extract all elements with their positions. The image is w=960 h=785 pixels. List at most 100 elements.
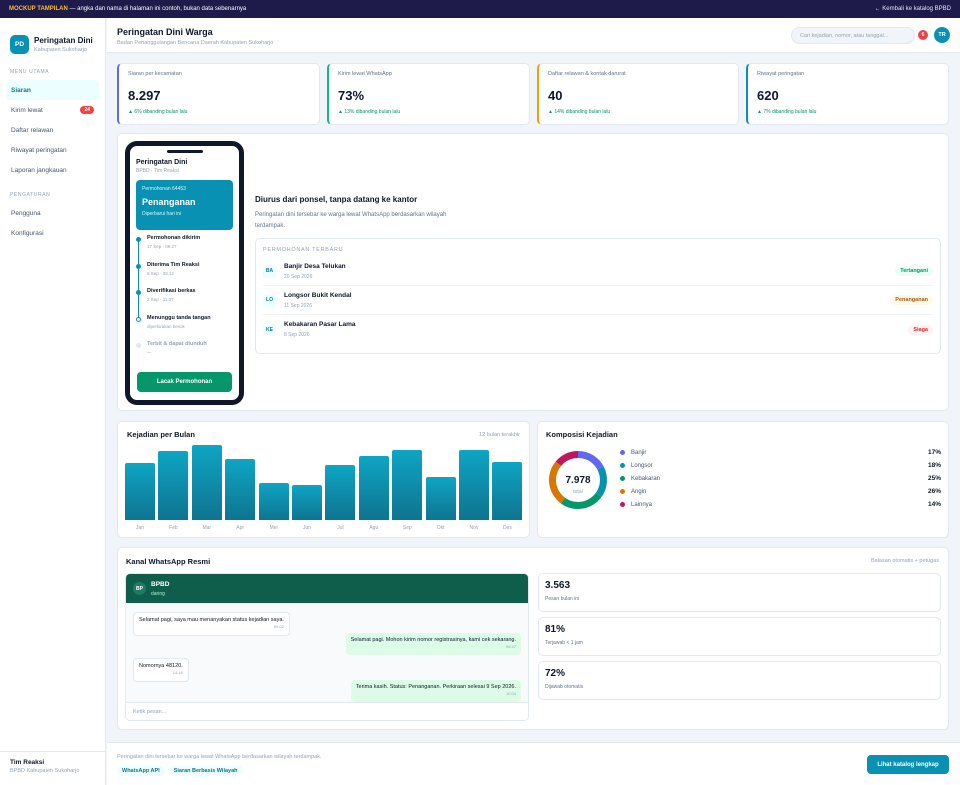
bar-mar[interactable] (191, 445, 222, 520)
user-panel[interactable]: Tim Reaksi BPBD Kabupaten Sukoharjo (0, 751, 106, 785)
bar-nov[interactable] (459, 450, 489, 520)
request-row[interactable]: KE Kebakaran Pasar Lama 8 Sep 2026 Siaga (263, 315, 933, 344)
legend-label: Lainnya (631, 501, 653, 508)
incident-icon: BA (263, 264, 276, 278)
status-badge: Penanganan (890, 295, 933, 305)
brand[interactable]: PD Peringatan Dini Kabupaten Sukoharjo (0, 18, 105, 60)
request-row[interactable]: LO Longsor Bukit Kendal 11 Sep 2026 Penan… (263, 286, 933, 315)
x-tick-label: Agu (369, 525, 379, 531)
message-text: Nomornya 48120. (139, 663, 183, 669)
legend-item: Angin 26% (620, 485, 941, 498)
step-pending-icon (136, 343, 141, 348)
bar-jun[interactable] (292, 484, 322, 520)
track-request-button[interactable]: Lacak Permohonan (137, 372, 232, 392)
bar-jan[interactable] (125, 463, 155, 520)
bar-mei[interactable] (258, 483, 289, 520)
metric-label: Terjawab < 1 jam (545, 640, 583, 646)
recent-requests-heading: PERMOHONAN TERBARU (263, 247, 344, 253)
step-title: Permohonan dikirim (147, 235, 201, 241)
brand-title: Peringatan Dini (34, 36, 93, 45)
sidebar-item-siaran[interactable]: Siaran (6, 80, 99, 100)
recent-requests-panel: PERMOHONAN TERBARU BA Banjir Desa Teluka… (255, 238, 941, 354)
step-done-icon (136, 290, 141, 295)
stat-label: Riwayat peringatan (757, 71, 805, 77)
page-header: Peringatan Dini Warga Badan Penanggulang… (107, 18, 960, 53)
notification-badge[interactable]: 6 (918, 30, 928, 40)
timeline-step: Permohonan dikirim 17 Sep · 09.27 (136, 235, 233, 262)
mockup-banner: MOCKUP TAMPILAN — angka dan nama di hala… (0, 0, 960, 18)
bar-okt[interactable] (425, 476, 456, 520)
bar-jul[interactable] (325, 464, 356, 520)
metric-card: 81% Terjawab < 1 jam (538, 617, 941, 656)
request-date: 11 Sep 2026 (284, 302, 312, 309)
avatar[interactable]: TR (934, 27, 950, 43)
composition-donut-chart: 7.978 total (549, 451, 607, 509)
sidebar-item-pengguna[interactable]: Pengguna (6, 203, 99, 223)
stat-label: Siaran per kecamatan (128, 71, 182, 77)
message-input[interactable]: Ketik pesan... (126, 702, 528, 720)
stat-label: Kirim lewat WhatsApp (338, 71, 392, 77)
timeline-step: Diverifikasi berkas 2 Sep · 11.07 (136, 288, 233, 315)
x-tick-label: Okt (436, 525, 445, 531)
monthly-chart-title: Kejadian per Bulan (127, 430, 195, 439)
page-footer: Peringatan dini tersebar ke warga lewat … (107, 742, 960, 785)
legend-swatch (620, 463, 625, 468)
bar-sep[interactable] (392, 450, 423, 520)
view-catalog-button[interactable]: Lihat katalog lengkap (867, 755, 949, 774)
menu-section-main: MENU UTAMA (10, 69, 50, 75)
sidebar-item-laporan-jangkauan[interactable]: Laporan jangkauan (6, 160, 99, 180)
step-done-icon (136, 263, 141, 269)
request-status: Penanganan (142, 197, 196, 207)
metric-card: 72% Dijawab otomatis (538, 661, 941, 700)
chat-message-incoming: Nomornya 48120. 14.18 (133, 658, 189, 682)
search-input[interactable]: Cari kejadian, nomor, atau tanggal... (791, 27, 915, 44)
chat-message-outgoing: Selamat pagi. Mohon kirim nomor registra… (345, 633, 521, 655)
brand-subtitle: Kabupaten Sukoharjo (34, 47, 87, 53)
request-title: Longsor Bukit Kendal (284, 291, 352, 299)
timeline-step: Terbit & dapat diunduh — (136, 341, 233, 368)
sidebar-item-daftar-relawan[interactable]: Daftar relawan (6, 120, 99, 140)
whatsapp-title: Kanal WhatsApp Resmi (126, 557, 211, 566)
stat-card: Kirim lewat WhatsApp 73% ▲ 13% dibanding… (327, 63, 530, 125)
request-status-card[interactable]: Permohonan 64453 Penanganan Diperbarui h… (136, 180, 233, 230)
phone-mockup: Peringatan Dini BPBD · Tim Reaksi Permoh… (125, 141, 244, 405)
metric-value: 81% (545, 624, 566, 635)
legend-swatch (620, 476, 625, 481)
mockup-notice-text: — angka dan nama di halaman ini contoh, … (67, 6, 247, 12)
legend-value: 26% (927, 488, 941, 495)
legend-item: Longsor 18% (620, 459, 941, 472)
step-current-icon (136, 316, 141, 322)
legend-label: Banjir (631, 449, 647, 456)
sidebar: PD Peringatan Dini Kabupaten Sukoharjo M… (0, 18, 106, 785)
legend-value: 17% (927, 449, 941, 456)
request-row[interactable]: BA Banjir Desa Telukan 20 Sep 2026 Tertan… (263, 257, 933, 286)
stat-change: ▲ 7% dibanding bulan lalu (757, 109, 817, 115)
bar-agu[interactable] (358, 456, 389, 520)
chat-contact-name: BPBD (151, 580, 170, 588)
x-tick-label: Des (502, 525, 512, 531)
step-date: diperkirakan besok (147, 323, 185, 329)
message-time: 09.02 (273, 624, 284, 629)
sidebar-item-konfigurasi[interactable]: Konfigurasi (6, 223, 99, 243)
sidebar-item-riwayat-peringatan[interactable]: Riwayat peringatan (6, 140, 99, 160)
step-title: Diterima Tim Reaksi (147, 261, 200, 268)
bar-apr[interactable] (225, 459, 256, 520)
status-badge: Siaga (908, 324, 933, 335)
request-title: Banjir Desa Telukan (284, 262, 346, 270)
stat-change: ▲ 13% dibanding bulan lalu (338, 109, 401, 115)
sidebar-item-label: Riwayat peringatan (11, 146, 67, 154)
sidebar-item-label: Pengguna (11, 209, 41, 217)
bar-des[interactable] (492, 462, 523, 520)
legend-swatch (620, 502, 625, 507)
x-tick-label: Apr (236, 525, 245, 531)
user-org: BPBD Kabupaten Sukoharjo (10, 768, 80, 774)
x-tick-label: Jun (302, 525, 312, 531)
legend-label: Kebakaran (631, 475, 661, 482)
sidebar-item-kirim-lewat[interactable]: Kirim lewat 24 (6, 100, 99, 120)
bar-feb[interactable] (158, 451, 189, 520)
back-to-catalog-link[interactable]: ← Kembali ke katalog BPBD (874, 6, 951, 12)
legend-value: 14% (927, 501, 941, 508)
donut-total-label: total (573, 489, 582, 495)
donut-center (556, 458, 600, 502)
phone-notch (166, 150, 203, 153)
